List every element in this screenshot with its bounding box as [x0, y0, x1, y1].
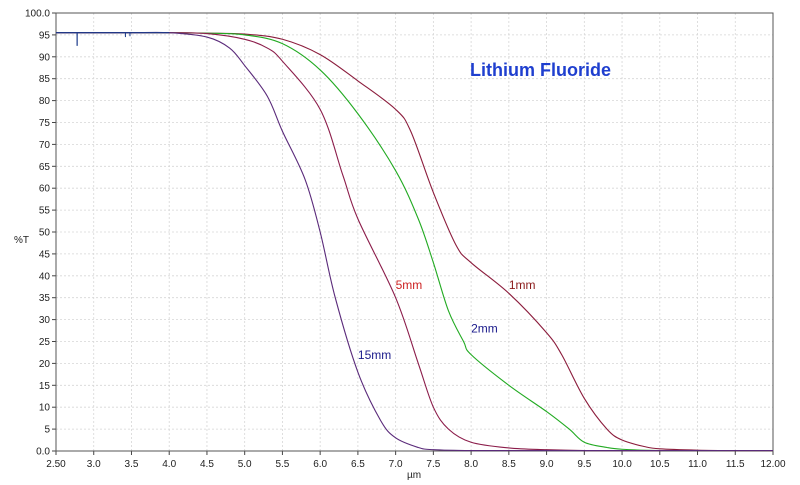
y-tick-label: 95: [39, 30, 51, 41]
y-tick-label: 60: [39, 184, 51, 195]
grid: [55, 12, 774, 452]
series-label-15mm: 15mm: [358, 348, 391, 362]
x-tick-label: 9.0: [540, 459, 554, 470]
x-tick-label: 7.0: [389, 459, 403, 470]
y-tick-label: 80: [39, 96, 51, 107]
series-line-15mm: [56, 31, 773, 452]
x-tick-label: 5.5: [275, 459, 289, 470]
axes: [52, 12, 774, 455]
series-line-5mm: [56, 32, 773, 452]
y-tick-label: 35: [39, 293, 51, 304]
x-tick-label: 3.0: [87, 459, 101, 470]
x-tick-label: 8.0: [464, 459, 478, 470]
y-tick-label: 30: [39, 315, 51, 326]
series-line-2mm: [56, 32, 773, 452]
y-tick-label: 90: [39, 52, 51, 63]
x-axis-label: µm: [407, 470, 421, 481]
x-tick-label: 4.5: [200, 459, 214, 470]
y-tick-label: 50: [39, 228, 51, 239]
series-line-1mm: [56, 32, 774, 452]
y-tick-label: 5: [44, 425, 50, 436]
x-tick-label: 11.0: [688, 459, 707, 470]
y-tick-label: 0.0: [36, 447, 50, 458]
y-tick-label: 100.0: [25, 9, 50, 20]
plot-frame: [55, 12, 774, 452]
y-tick-label: 75: [39, 118, 51, 129]
chart-title: Lithium Fluoride: [470, 60, 611, 80]
y-tick-label: 20: [39, 359, 51, 370]
x-tick-label: 5.0: [238, 459, 252, 470]
x-tick-label: 3.5: [125, 459, 139, 470]
x-tick-label: 2.50: [46, 459, 66, 470]
series-label-1mm: 1mm: [509, 278, 536, 292]
x-tick-label: 6.0: [313, 459, 327, 470]
x-tick-label: 10.5: [650, 459, 670, 470]
series-label-5mm: 5mm: [396, 278, 423, 292]
y-tick-label: 55: [39, 206, 51, 217]
x-tick-label: 9.5: [577, 459, 591, 470]
x-tick-label: 11.5: [726, 459, 745, 470]
y-tick-label: 70: [39, 140, 51, 151]
tick-labels: 0.0 5 10 15 20 25 30 35 40 45 50 55 60 65 70 75 80 85 90 95…: [25, 9, 786, 471]
x-tick-label: 4.0: [162, 459, 176, 470]
y-tick-label: 40: [39, 271, 51, 282]
y-tick-label: 65: [39, 162, 51, 173]
series-label-2mm: 2mm: [471, 322, 498, 336]
series-labels: 1mm 2mm 5mm 15mm: [358, 278, 536, 362]
x-tick-label: 7.5: [426, 459, 440, 470]
x-tick-label: 6.5: [351, 459, 365, 470]
x-tick-label: 10.0: [612, 459, 632, 470]
y-tick-label: 45: [39, 249, 51, 260]
series-lines: [56, 31, 774, 452]
x-tick-label: 8.5: [502, 459, 516, 470]
y-tick-label: 85: [39, 74, 51, 85]
y-tick-label: 15: [39, 381, 51, 392]
y-tick-label: 25: [39, 337, 51, 348]
y-tick-label: 10: [39, 403, 51, 414]
x-tick-label: 12.00: [760, 459, 785, 470]
y-axis-label: %T: [14, 235, 29, 246]
